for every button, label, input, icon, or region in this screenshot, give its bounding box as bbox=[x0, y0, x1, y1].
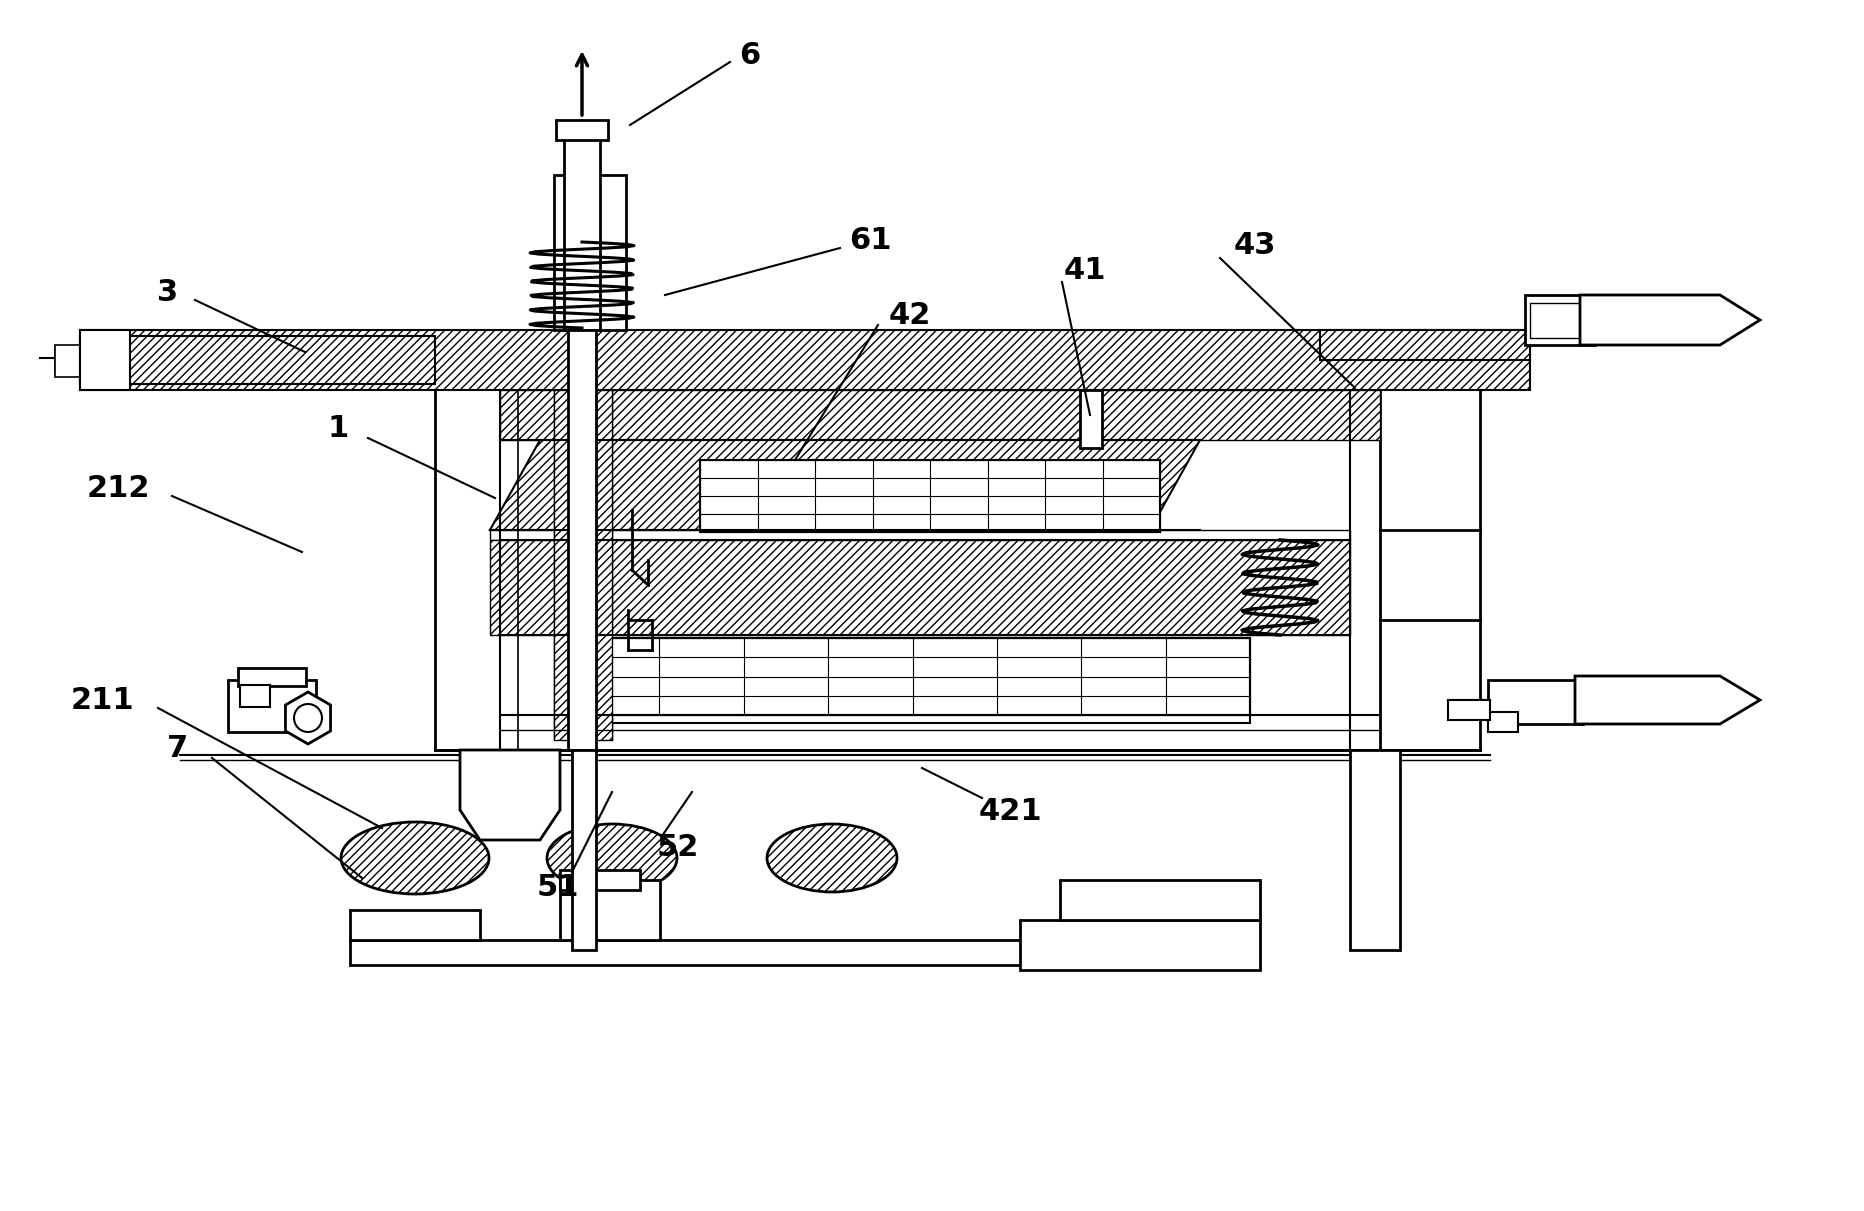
Bar bbox=[350, 940, 1219, 965]
Polygon shape bbox=[460, 750, 559, 840]
Polygon shape bbox=[500, 390, 1379, 440]
Bar bbox=[563, 130, 600, 331]
Bar bbox=[1079, 390, 1102, 448]
Polygon shape bbox=[80, 331, 1528, 390]
Bar bbox=[554, 176, 626, 331]
Text: 6: 6 bbox=[738, 40, 761, 69]
Text: 42: 42 bbox=[889, 300, 930, 329]
Text: 61: 61 bbox=[848, 225, 891, 254]
Bar bbox=[555, 120, 608, 140]
Text: 7: 7 bbox=[168, 734, 188, 763]
Polygon shape bbox=[339, 820, 490, 900]
Text: 41: 41 bbox=[1062, 256, 1105, 285]
Bar bbox=[1020, 920, 1260, 970]
Text: 212: 212 bbox=[86, 474, 149, 503]
Bar bbox=[1525, 295, 1594, 345]
Ellipse shape bbox=[546, 823, 677, 893]
Bar bbox=[350, 909, 479, 940]
Polygon shape bbox=[596, 390, 611, 740]
Bar bbox=[1487, 712, 1517, 731]
Text: 3: 3 bbox=[157, 277, 179, 306]
Bar bbox=[574, 638, 1249, 723]
Bar bbox=[1487, 681, 1583, 724]
Ellipse shape bbox=[341, 822, 488, 894]
Bar bbox=[1059, 880, 1260, 920]
Bar bbox=[569, 331, 596, 750]
Text: 421: 421 bbox=[977, 798, 1042, 826]
Polygon shape bbox=[554, 390, 570, 740]
Bar bbox=[1446, 700, 1489, 721]
Polygon shape bbox=[490, 540, 1350, 635]
Ellipse shape bbox=[766, 823, 897, 893]
Bar bbox=[54, 350, 434, 372]
Bar bbox=[572, 750, 596, 949]
Text: 211: 211 bbox=[71, 685, 134, 714]
Polygon shape bbox=[490, 530, 1350, 540]
Text: 52: 52 bbox=[656, 833, 699, 862]
Polygon shape bbox=[54, 345, 89, 377]
Bar bbox=[559, 869, 639, 890]
Text: 51: 51 bbox=[537, 873, 580, 902]
Bar bbox=[1528, 303, 1590, 338]
Bar bbox=[574, 638, 1249, 714]
Bar bbox=[240, 685, 270, 707]
Bar bbox=[239, 668, 306, 685]
Bar bbox=[699, 460, 1159, 532]
Text: 1: 1 bbox=[328, 413, 349, 442]
Polygon shape bbox=[490, 440, 1199, 530]
Polygon shape bbox=[80, 335, 434, 384]
Polygon shape bbox=[285, 691, 330, 744]
Bar bbox=[227, 681, 315, 731]
Polygon shape bbox=[1320, 331, 1528, 360]
Circle shape bbox=[295, 704, 322, 731]
Polygon shape bbox=[1579, 295, 1760, 345]
Polygon shape bbox=[80, 331, 130, 390]
Bar bbox=[559, 880, 660, 940]
Polygon shape bbox=[1575, 676, 1760, 724]
Bar bbox=[1350, 750, 1400, 949]
Text: 43: 43 bbox=[1234, 230, 1275, 259]
